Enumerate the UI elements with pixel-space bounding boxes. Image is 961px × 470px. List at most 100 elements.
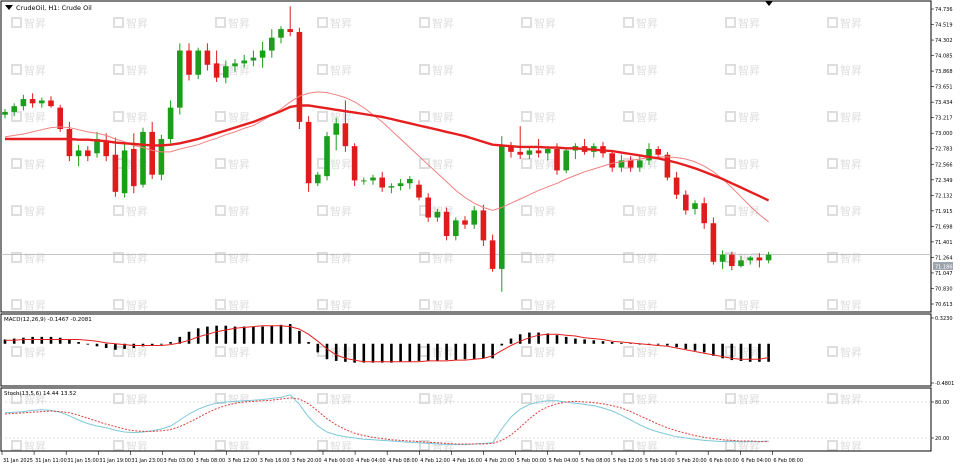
macd-histogram-bar — [371, 343, 375, 363]
watermark-item: 智昇 — [113, 63, 148, 77]
watermark-text: 智昇 — [636, 345, 658, 359]
watermark-text: 智昇 — [636, 392, 658, 406]
watermark-text: 智昇 — [24, 439, 46, 453]
watermark-logo-icon — [215, 299, 226, 310]
watermark-item: 智昇 — [827, 392, 862, 406]
candle-bull — [140, 131, 146, 185]
macd-histogram-bar — [178, 336, 182, 344]
macd-histogram-bar — [417, 343, 421, 361]
y-tick-label: 72.349 — [935, 178, 953, 184]
candle-bull — [388, 186, 395, 188]
current-price-box — [933, 262, 953, 270]
x-tick-label: 6 Feb 08:00 — [773, 458, 803, 464]
macd-histogram-bar — [463, 343, 467, 360]
watermark-logo-icon — [11, 299, 22, 310]
watermark-text: 智昇 — [24, 204, 46, 218]
watermark-item: 智昇 — [215, 298, 250, 312]
candle-bear — [103, 140, 109, 157]
macd-histogram-bar — [656, 343, 660, 345]
watermark-item: 智昇 — [11, 110, 46, 124]
watermark-text: 智昇 — [636, 110, 658, 124]
watermark-item: 智昇 — [113, 392, 148, 406]
watermark-logo-icon — [725, 17, 736, 28]
watermark-text: 智昇 — [24, 63, 46, 77]
watermark-logo-icon — [113, 64, 124, 75]
macd-histogram-bar — [482, 343, 485, 359]
candle-bear — [66, 129, 73, 157]
watermark-item: 智昇 — [623, 298, 658, 312]
watermark-item: 智昇 — [623, 392, 658, 406]
candle-bull — [397, 183, 404, 187]
watermark-item: 智昇 — [113, 110, 148, 124]
watermark-item: 智昇 — [725, 63, 760, 77]
chart-shift-marker-icon[interactable] — [765, 1, 773, 6]
watermark-logo-icon — [725, 158, 736, 169]
symbol-dropdown-icon[interactable] — [5, 5, 13, 10]
macd-histogram-bar — [160, 343, 163, 345]
watermark-item: 智昇 — [215, 110, 250, 124]
watermark-text: 智昇 — [840, 204, 862, 218]
watermark-text: 智昇 — [840, 251, 862, 265]
candle-bull — [361, 180, 367, 182]
watermark-logo-icon — [11, 111, 22, 122]
macd-histogram-bar — [739, 343, 743, 361]
candle-bear — [342, 123, 349, 147]
candle-bear — [29, 99, 36, 104]
macd-histogram-bar — [12, 338, 16, 344]
x-tick-label: 5 Feb 20:00 — [677, 458, 707, 464]
candle-bull — [75, 150, 82, 157]
watermark-text: 智昇 — [126, 298, 148, 312]
watermark-item: 智昇 — [623, 16, 658, 30]
y-tick-label: 72.132 — [935, 193, 953, 199]
x-tick-label: 4 Feb 00:00 — [324, 458, 354, 464]
watermark-item: 智昇 — [623, 439, 658, 453]
watermark-text: 智昇 — [228, 204, 250, 218]
watermark-text: 智昇 — [24, 157, 46, 171]
stoch-panel-border — [0, 387, 932, 452]
candle-bear — [627, 160, 634, 168]
watermark-logo-icon — [725, 393, 736, 404]
watermark-text: 智昇 — [840, 16, 862, 30]
watermark-text: 智昇 — [432, 63, 454, 77]
watermark-item: 智昇 — [725, 439, 760, 453]
watermark-item: 智昇 — [317, 439, 352, 453]
price-panel — [1, 6, 931, 292]
watermark-logo-icon — [11, 17, 22, 28]
watermark-item: 智昇 — [521, 251, 556, 265]
macd-histogram-bar — [279, 324, 283, 344]
watermark-text: 智昇 — [636, 298, 658, 312]
watermark-text: 智昇 — [228, 251, 250, 265]
watermark-item: 智昇 — [11, 298, 46, 312]
watermark-text: 智昇 — [432, 392, 454, 406]
macd-histogram-bar — [68, 339, 71, 344]
watermark-text: 智昇 — [738, 157, 760, 171]
watermark-text: 智昇 — [330, 110, 352, 124]
macd-histogram-bar — [537, 332, 540, 344]
watermark-text: 智昇 — [738, 392, 760, 406]
macd-histogram-bar — [31, 336, 34, 344]
watermark-logo-icon — [113, 252, 124, 263]
watermark-logo-icon — [215, 158, 226, 169]
macd-histogram-bar — [288, 323, 292, 344]
candle-bear — [57, 107, 63, 130]
watermark-text: 智昇 — [636, 204, 658, 218]
watermark-logo-icon — [521, 17, 532, 28]
watermark-text: 智昇 — [126, 16, 148, 30]
candle-bear — [701, 203, 707, 224]
macd-histogram-bar — [196, 328, 200, 344]
candle-bull — [259, 50, 266, 58]
watermark-item: 智昇 — [113, 251, 148, 265]
candle-bull — [2, 111, 8, 115]
macd-histogram-bar — [58, 337, 62, 344]
macd-histogram-bar — [518, 334, 522, 344]
watermark-logo-icon — [827, 393, 838, 404]
watermark-text: 智昇 — [432, 157, 454, 171]
watermark-item: 智昇 — [215, 345, 250, 359]
watermark-text: 智昇 — [534, 392, 556, 406]
macd-histogram-bar — [601, 341, 605, 344]
watermark-logo-icon — [11, 64, 22, 75]
candle-bull — [747, 257, 753, 261]
candle-bull — [20, 99, 27, 107]
macd-histogram-bar — [564, 336, 568, 344]
